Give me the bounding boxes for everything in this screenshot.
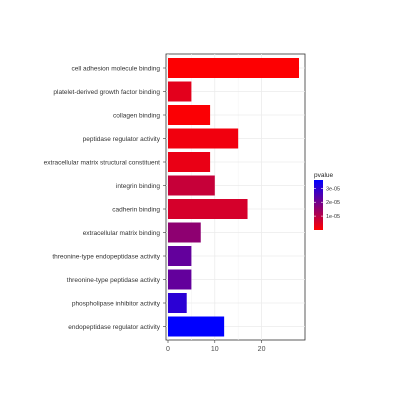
category-label: integrin binding: [116, 183, 160, 190]
category-label: cadherin binding: [112, 206, 160, 213]
legend-label: 1e-05: [326, 214, 340, 220]
category-label: collagen binding: [113, 112, 160, 119]
bar: [168, 246, 192, 266]
x-axis: 0 10 20: [166, 340, 266, 353]
category-label: extracellular matrix binding: [83, 230, 161, 237]
category-label: peptidase regulator activity: [83, 136, 161, 143]
legend-title: pvalue: [314, 172, 334, 179]
x-tick-label: 20: [258, 346, 266, 353]
x-tick-label: 0: [166, 346, 170, 353]
category-label: extracellular matrix structural constitu…: [44, 159, 161, 166]
bar: [168, 81, 192, 102]
bar: [168, 199, 248, 219]
category-label: threonine-type peptidase activity: [67, 277, 161, 284]
x-tick-label: 10: [211, 346, 219, 353]
bars: [168, 58, 299, 337]
bar: [168, 105, 211, 125]
category-label: threonine-type endopeptidase activity: [52, 253, 160, 260]
bar: [168, 269, 192, 290]
category-label: endopeptidase regulator activity: [68, 324, 161, 331]
legend-label: 2e-05: [326, 200, 340, 206]
legend-ticks: 3e-05 2e-05 1e-05: [314, 186, 340, 220]
legend-label: 3e-05: [326, 186, 340, 192]
category-label: phospholipase inhibitor activity: [72, 300, 161, 307]
legend: pvalue 3e-05 2e-05 1e-05: [314, 172, 340, 230]
bar: [168, 128, 239, 149]
bar: [168, 58, 299, 78]
bar: [168, 293, 187, 313]
bar: [168, 175, 215, 196]
category-label: platelet-derived growth factor binding: [53, 89, 160, 96]
legend-colorbar: [314, 180, 323, 230]
bar: [168, 316, 225, 337]
plot-panel: [165, 53, 306, 341]
bar: [168, 222, 201, 243]
category-label: cell adhesion molecule binding: [71, 65, 160, 72]
bar: [168, 152, 211, 172]
category-labels: cell adhesion molecule binding platelet-d…: [44, 65, 166, 331]
